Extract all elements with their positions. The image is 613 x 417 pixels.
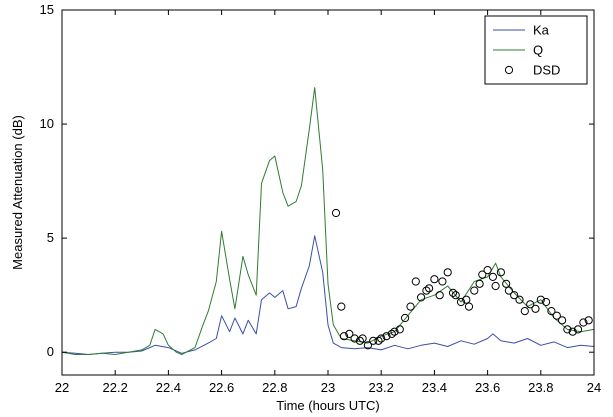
series-point-dsd <box>563 325 572 334</box>
series-point-dsd <box>491 281 500 291</box>
series-point-dsd <box>478 270 487 279</box>
series-point-dsd <box>515 295 524 304</box>
y-tick-label: 5 <box>47 230 54 245</box>
legend: Ka Q DSD <box>484 15 588 85</box>
legend-swatch-dsd <box>504 65 514 75</box>
legend-label-dsd: DSD <box>533 63 560 78</box>
series-point-dsd <box>520 307 529 316</box>
series-point-dsd <box>358 334 367 343</box>
series-point-dsd <box>390 327 399 336</box>
series-point-dsd <box>558 316 567 325</box>
series-point-dsd <box>355 336 364 345</box>
series-point-dsd <box>382 332 391 341</box>
series-point-dsd <box>387 329 396 338</box>
series-point-dsd <box>435 291 444 300</box>
series-point-dsd <box>504 286 513 295</box>
series-line-ka <box>61 235 595 355</box>
y-tick-label: 15 <box>40 2 54 17</box>
series-point-dsd <box>422 286 431 295</box>
series-point-dsd <box>406 302 415 311</box>
series-point-dsd <box>456 297 466 307</box>
series-point-dsd <box>451 291 460 300</box>
series-point-dsd <box>337 302 346 311</box>
x-tick-label: 22 <box>55 380 69 395</box>
series-point-dsd <box>377 334 386 343</box>
series-point-dsd <box>464 302 474 311</box>
series-point-dsd <box>542 297 551 307</box>
series-point-dsd <box>552 311 561 320</box>
series-point-dsd <box>425 284 434 293</box>
x-tick-label: 22.6 <box>209 380 234 395</box>
series-point-dsd <box>483 266 492 275</box>
x-tick-label: 23 <box>321 380 335 395</box>
x-axis-label: Time (hours UTC) <box>276 398 380 413</box>
series-point-dsd <box>345 329 354 338</box>
x-tick-label: 24 <box>587 380 601 395</box>
series-point-dsd <box>462 295 471 304</box>
series-point-dsd <box>470 286 479 295</box>
series-point-dsd <box>475 279 484 288</box>
series-point-dsd <box>331 208 341 218</box>
legend-label-q: Q <box>533 43 543 58</box>
series-point-dsd <box>411 277 420 286</box>
series-point-dsd <box>502 279 511 288</box>
series-point-dsd <box>531 304 540 313</box>
series-point-dsd <box>579 318 588 327</box>
series-point-dsd <box>430 275 439 284</box>
series-point-dsd <box>339 332 349 341</box>
x-tick-label: 23.6 <box>475 380 500 395</box>
x-tick-label: 22.8 <box>262 380 287 395</box>
y-tick-label: 0 <box>47 344 54 359</box>
legend-label-ka: Ka <box>533 23 550 38</box>
x-tick-label: 23.8 <box>528 380 553 395</box>
series-point-dsd <box>488 272 497 281</box>
axis-ticks: 22 22.2 22.4 22.6 22.8 23 23.2 23.4 23.6 23.8 24 0 5… <box>40 2 602 395</box>
y-axis-label: Measured Attenuation (dB) <box>10 115 25 270</box>
series-point-dsd <box>584 316 593 325</box>
x-tick-label: 23.2 <box>369 380 394 395</box>
series-point-dsd <box>496 268 505 277</box>
series-point-dsd <box>568 327 577 336</box>
x-tick-label: 22.2 <box>103 380 128 395</box>
y-tick-label: 10 <box>40 116 54 131</box>
series-point-dsd <box>369 336 378 345</box>
series-point-dsd <box>547 307 556 316</box>
series-point-dsd <box>526 300 535 309</box>
series-point-dsd <box>510 291 519 300</box>
series-point-dsd <box>443 268 452 277</box>
series-point-dsd <box>573 325 583 334</box>
series-point-dsd <box>395 325 404 334</box>
series-layer <box>61 87 595 355</box>
series-line-q <box>61 87 595 355</box>
series-point-dsd <box>350 334 359 343</box>
series-point-dsd <box>448 288 458 297</box>
series-point-dsd <box>536 295 545 304</box>
series-point-dsd <box>374 336 383 345</box>
series-point-dsd <box>401 313 410 323</box>
x-tick-label: 22.4 <box>156 380 181 395</box>
series-point-dsd <box>417 293 426 302</box>
series-point-dsd <box>363 341 372 350</box>
series-point-dsd <box>438 277 447 286</box>
x-tick-label: 23.4 <box>422 380 447 395</box>
